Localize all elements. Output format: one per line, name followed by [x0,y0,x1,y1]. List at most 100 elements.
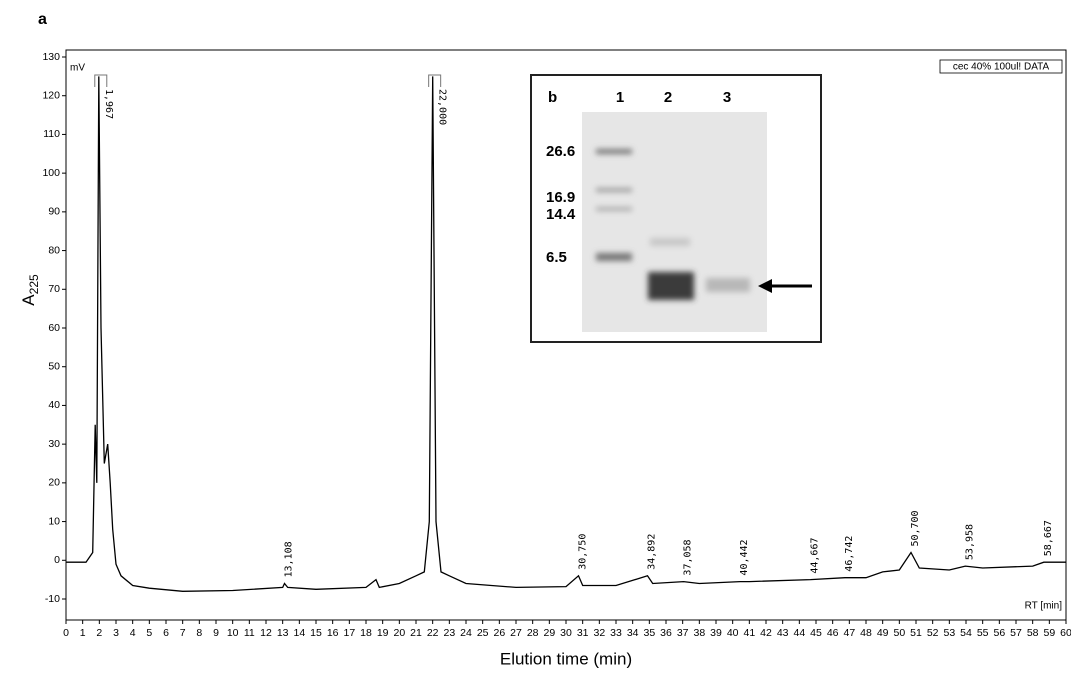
band [596,188,632,192]
x-tick-label: 23 [443,627,455,639]
x-tick-label: 20 [393,627,405,639]
y-label-main: A [19,294,38,306]
lane-label: 1 [616,89,624,106]
x-tick-label: 6 [163,627,169,639]
x-tick-label: 17 [343,627,355,639]
peak-label: 46,742 [844,536,855,572]
x-tick-label: 34 [627,627,639,639]
y-tick-label: 20 [48,477,60,489]
x-tick-label: 26 [493,627,505,639]
x-tick-label: 60 [1060,627,1071,639]
y-label-sub: 225 [27,274,41,294]
x-tick-label: 15 [310,627,322,639]
y-unit: mV [70,63,85,74]
y-tick-label: 70 [48,283,60,295]
x-tick-label: 35 [643,627,655,639]
peak-label: 44,667 [809,538,820,574]
y-tick-label: 40 [48,399,60,411]
x-tick-label: 54 [960,627,972,639]
x-tick-label: 44 [793,627,805,639]
x-tick-label: 47 [843,627,855,639]
x-axis-label: Elution time (min) [500,649,632,668]
x-tick-label: 59 [1043,627,1055,639]
x-tick-label: 30 [560,627,572,639]
x-tick-label: 42 [760,627,772,639]
y-tick-label: 100 [42,167,60,179]
lane-label: 2 [664,89,672,106]
x-tick-label: 38 [693,627,705,639]
x-tick-label: 16 [327,627,339,639]
y-tick-label: -10 [45,593,60,605]
x-tick-label: 50 [893,627,905,639]
y-tick-label: 30 [48,438,60,450]
band [596,253,632,261]
x-tick-label: 12 [260,627,272,639]
y-tick-label: 10 [48,515,60,527]
x-tick-label: 57 [1010,627,1022,639]
y-tick-label: 60 [48,322,60,334]
x-tick-label: 3 [113,627,119,639]
x-tick-label: 43 [777,627,789,639]
peak-label: 50,700 [910,510,921,546]
band [596,149,632,154]
panel-label: a [38,11,47,28]
x-tick-label: 41 [743,627,755,639]
peak-label: 30,750 [578,534,589,570]
y-tick-label: 130 [42,51,60,63]
x-tick-label: 21 [410,627,422,639]
x-tick-label: 31 [577,627,589,639]
x-tick-label: 19 [377,627,389,639]
peak-label: 40,442 [739,539,750,575]
peak-bracket [429,75,441,87]
y-tick-label: 90 [48,206,60,218]
x-tick-label: 28 [527,627,539,639]
x-tick-label: 22 [427,627,439,639]
marker-label: 26.6 [546,143,575,160]
x-tick-label: 46 [827,627,839,639]
marker-label: 16.9 [546,189,575,206]
inset-label: b [548,89,557,106]
x-tick-label: 51 [910,627,922,639]
peak-label: 37,058 [683,539,694,575]
x-tick-label: 1 [80,627,86,639]
y-tick-label: 110 [43,128,60,140]
x-tick-label: 32 [593,627,605,639]
lane-label: 3 [723,89,731,106]
peak-bracket [95,75,107,87]
band [596,207,632,211]
x-tick-label: 10 [227,627,239,639]
x-tick-label: 24 [460,627,472,639]
x-tick-label: 9 [213,627,219,639]
y-tick-label: 0 [54,554,60,566]
x-tick-label: 33 [610,627,622,639]
file-label: cec 40% 100ul! DATA [953,62,1050,73]
x-tick-label: 39 [710,627,722,639]
y-tick-label: 80 [48,244,60,256]
x-tick-label: 45 [810,627,822,639]
x-tick-label: 52 [927,627,939,639]
x-tick-label: 4 [130,627,136,639]
x-tick-label: 25 [477,627,489,639]
x-tick-label: 48 [860,627,872,639]
x-unit: RT [min] [1025,601,1063,612]
x-tick-label: 14 [293,627,305,639]
marker-label: 6.5 [546,249,567,266]
x-tick-label: 18 [360,627,372,639]
peak-label: 58,667 [1043,520,1054,556]
marker-label: 14.4 [546,206,576,223]
x-tick-label: 27 [510,627,522,639]
x-tick-label: 56 [993,627,1005,639]
x-tick-label: 5 [146,627,152,639]
x-tick-label: 58 [1027,627,1039,639]
peak-label: 53,958 [964,524,975,560]
x-tick-label: 29 [543,627,555,639]
peak-label: 1,967 [103,89,114,119]
peak-label: 22,000 [437,89,448,125]
peak-label: 13,108 [283,541,294,577]
x-tick-label: 36 [660,627,672,639]
x-tick-label: 40 [727,627,739,639]
band [650,238,690,246]
band [648,272,694,300]
x-tick-label: 55 [977,627,989,639]
figure: a mV cec 40% 100ul! DATA RT [min] Elutio… [0,0,1071,673]
